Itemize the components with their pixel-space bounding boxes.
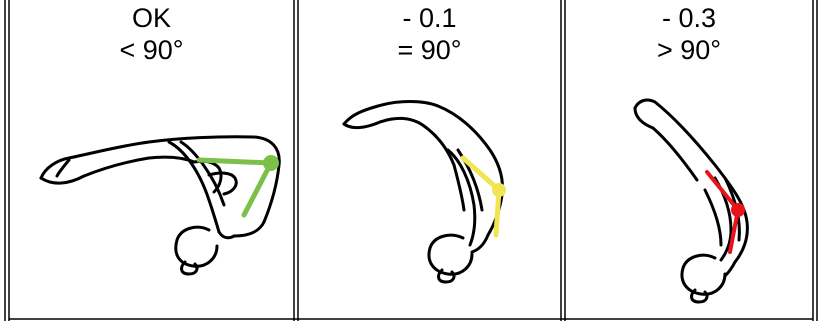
hip-joint-dot bbox=[731, 203, 745, 217]
column-header: OK < 90° bbox=[9, 2, 294, 66]
gymnast-pike-figure bbox=[342, 100, 506, 284]
column-ok: OK < 90° bbox=[9, 0, 294, 321]
hip-angle-marker bbox=[196, 157, 274, 218]
hip-angle-marker bbox=[460, 155, 502, 238]
hip-angle-marker bbox=[705, 170, 740, 254]
penalty-label: - 0.1 bbox=[402, 3, 457, 33]
penalty-label: OK bbox=[131, 3, 171, 33]
angle-condition-label: = 90° bbox=[397, 35, 462, 65]
hip-joint-dot bbox=[492, 183, 506, 197]
penalty-label: - 0.3 bbox=[661, 3, 717, 33]
gymnast-pike-figure bbox=[633, 98, 749, 304]
hip-joint-dot bbox=[263, 155, 279, 171]
gymnast-pike-figure bbox=[39, 135, 281, 276]
column-minor-deduction: - 0.1 = 90° bbox=[298, 0, 561, 321]
angle-condition-label: > 90° bbox=[656, 35, 722, 65]
column-header: - 0.3 > 90° bbox=[565, 2, 813, 66]
column-major-deduction: - 0.3 > 90° bbox=[565, 0, 813, 321]
column-header: - 0.1 = 90° bbox=[298, 2, 561, 66]
angle-condition-label: < 90° bbox=[119, 35, 184, 65]
